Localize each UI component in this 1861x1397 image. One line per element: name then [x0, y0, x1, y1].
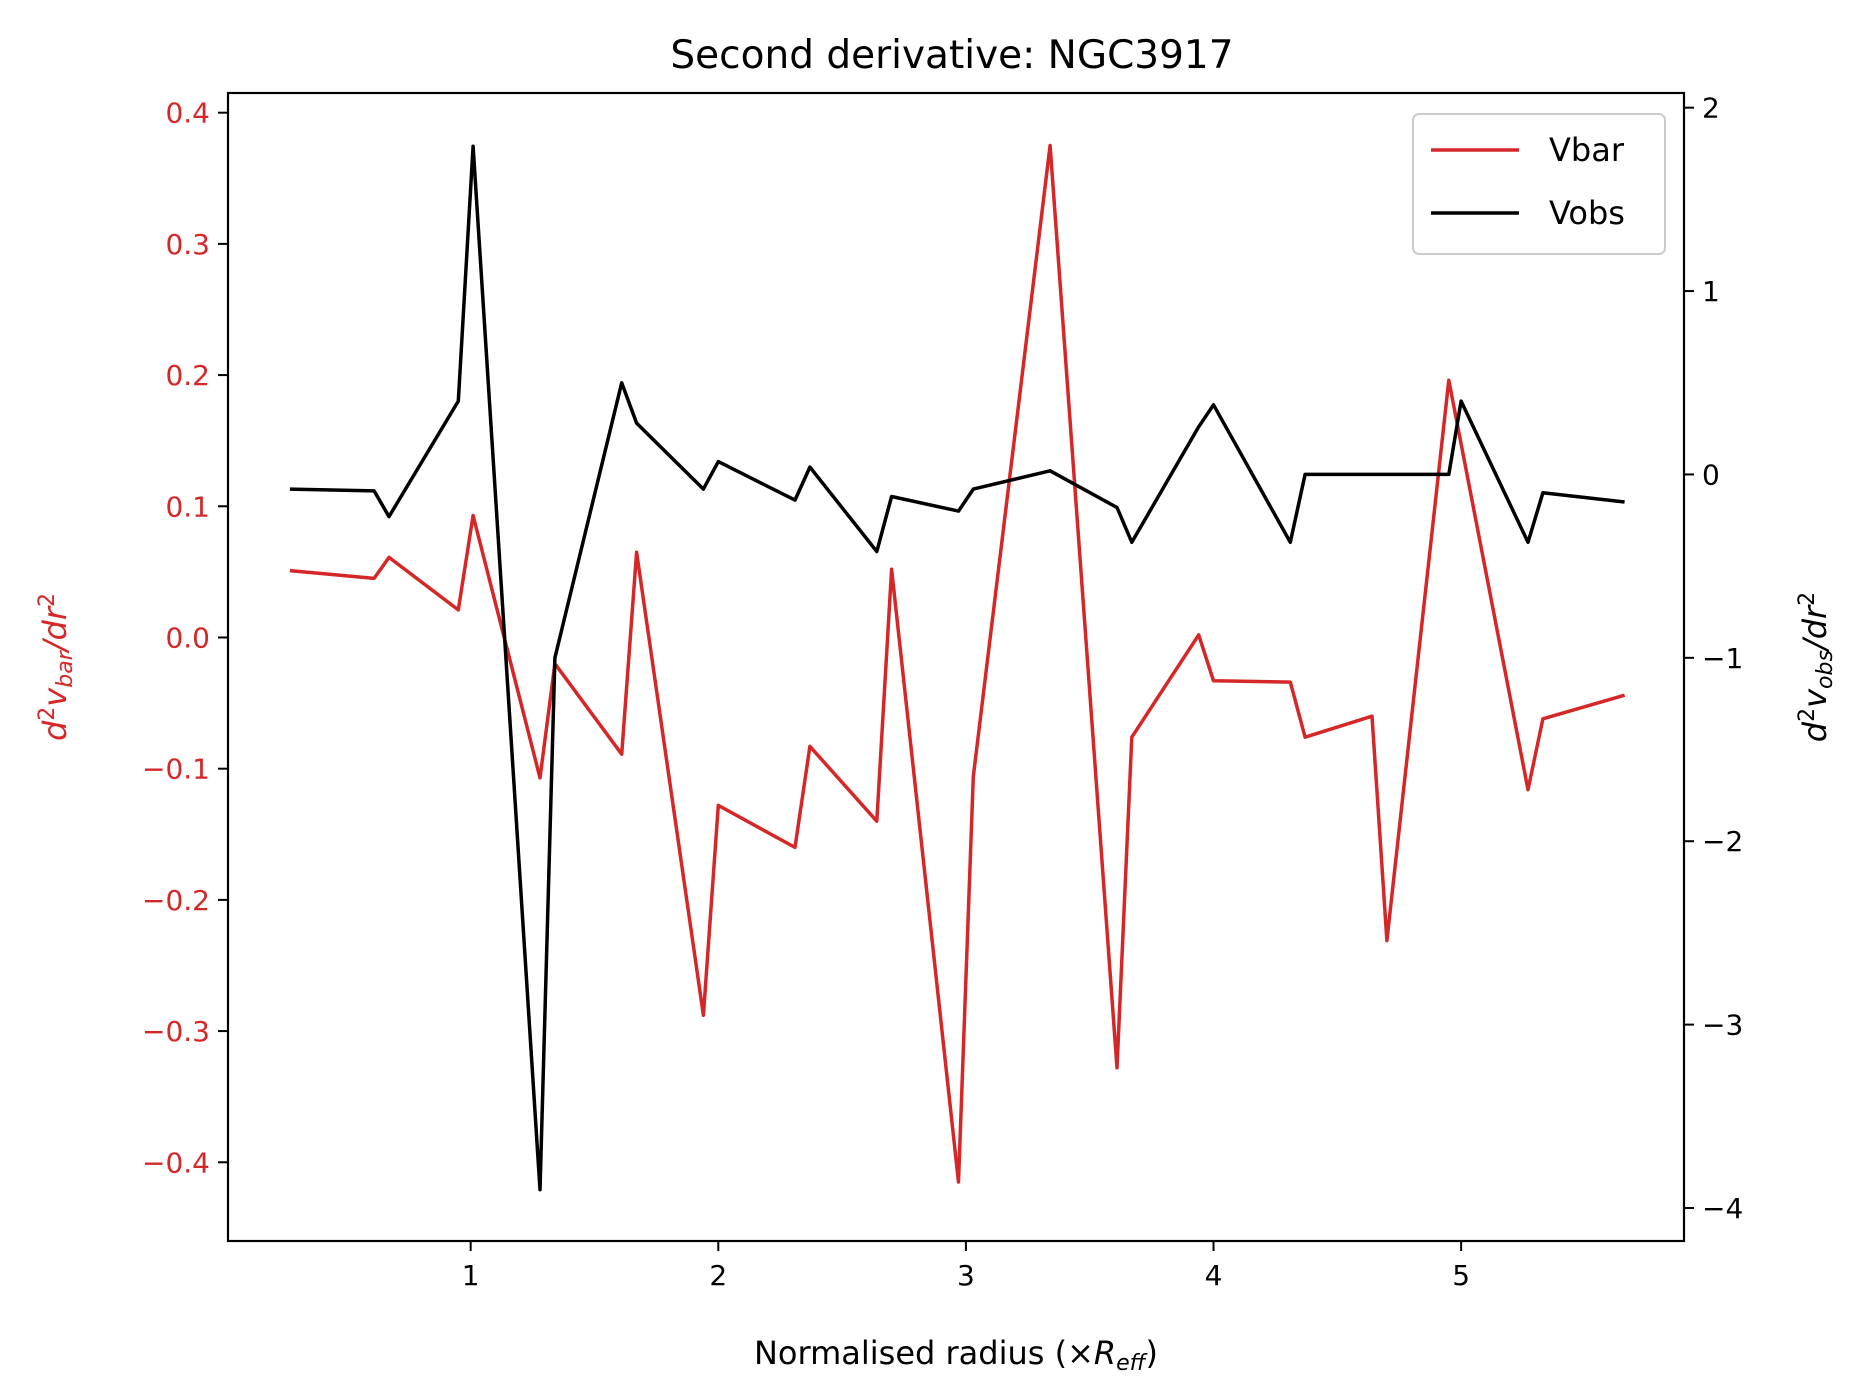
- y-left-tick-label: −0.4: [142, 1146, 210, 1179]
- x-tick-label: 1: [462, 1259, 480, 1292]
- x-axis: 1 2 3 4 5: [462, 1241, 1470, 1292]
- legend: Vbar Vobs: [1412, 113, 1666, 255]
- legend-label-vbar: Vbar: [1549, 131, 1625, 169]
- y-left-tick-label: −0.3: [142, 1015, 210, 1048]
- series-layer: [289, 143, 1626, 1192]
- y-right-tick-label: −3: [1702, 1009, 1743, 1042]
- legend-label-vobs: Vobs: [1549, 194, 1625, 232]
- series-line-vbar: [289, 143, 1626, 1184]
- y-right-tick-label: −1: [1702, 642, 1743, 675]
- y-axis-right: −4 −3 −2 −1 0 1 2: [1684, 92, 1743, 1225]
- x-tick-label: 2: [709, 1259, 727, 1292]
- legend-box: [1412, 113, 1666, 255]
- y-right-tick-label: 1: [1702, 275, 1720, 308]
- plot-frame: [226, 91, 1686, 1243]
- y-axis-right-label: d2vobs/dr2: [1795, 592, 1838, 742]
- y-left-tick-label: 0.4: [165, 97, 210, 130]
- x-tick-label: 3: [957, 1259, 975, 1292]
- x-tick-label: 5: [1452, 1259, 1470, 1292]
- x-tick-label: 4: [1205, 1259, 1223, 1292]
- x-axis-label: Normalised radius (×Reff): [754, 1334, 1158, 1376]
- y-right-tick-label: 2: [1702, 92, 1720, 125]
- y-left-tick-label: 0.2: [165, 359, 210, 392]
- y-axis-left: −0.4 −0.3 −0.2 −0.1 0.0 0.1 0.2 0.3 0.4: [142, 97, 228, 1179]
- y-right-tick-label: −2: [1702, 825, 1743, 858]
- y-right-tick-label: −4: [1702, 1192, 1743, 1225]
- y-right-tick-label: 0: [1702, 458, 1720, 491]
- y-left-tick-label: 0.0: [165, 621, 210, 654]
- y-left-tick-label: −0.2: [142, 884, 210, 917]
- y-left-tick-label: 0.3: [165, 228, 210, 261]
- y-left-tick-label: 0.1: [165, 490, 210, 523]
- chart-title: Second derivative: NGC3917: [670, 33, 1233, 78]
- series-line-vobs: [289, 144, 1625, 1192]
- y-left-tick-label: −0.1: [142, 753, 210, 786]
- y-axis-left-label: d2vbar/dr2: [35, 593, 78, 741]
